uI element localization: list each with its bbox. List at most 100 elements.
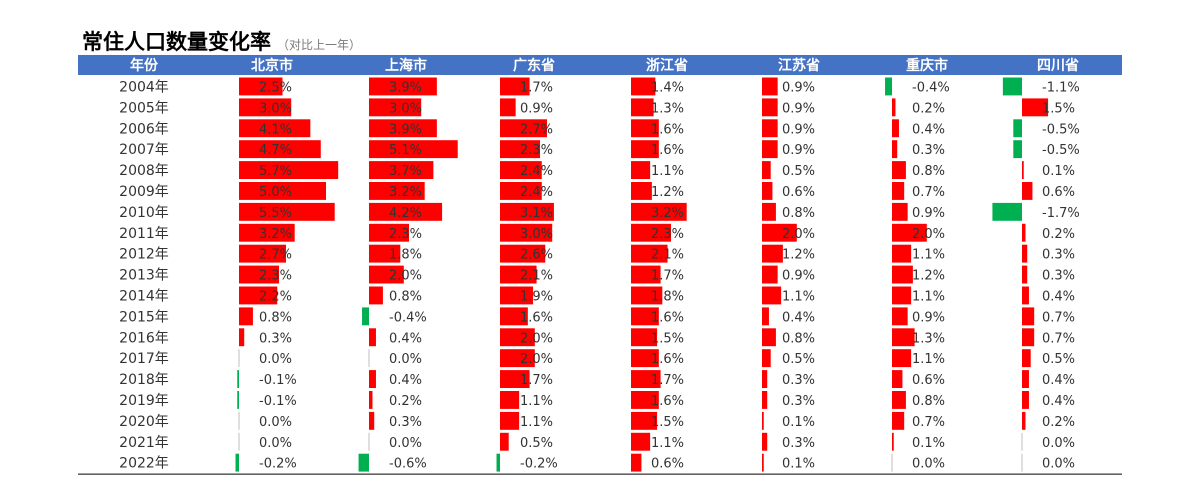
data-bar bbox=[500, 391, 520, 409]
data-label: 0.9% bbox=[782, 143, 815, 158]
data-bar bbox=[239, 182, 326, 200]
data-bar bbox=[237, 391, 239, 409]
data-bar bbox=[892, 202, 908, 221]
data-bar bbox=[892, 119, 899, 138]
data-bar bbox=[239, 98, 292, 117]
data-label: 1.7% bbox=[520, 373, 553, 388]
data-label: 0.8% bbox=[782, 331, 815, 346]
data-bar bbox=[1022, 286, 1029, 305]
data-label: 2.4% bbox=[520, 185, 553, 200]
data-bar bbox=[631, 182, 652, 200]
data-bar bbox=[631, 161, 651, 179]
data-label: 0.1% bbox=[782, 457, 815, 472]
data-bar bbox=[631, 307, 659, 326]
data-label: -1.7% bbox=[1042, 206, 1080, 221]
row-year-label: 2007年 bbox=[119, 142, 169, 158]
data-label: 0.2% bbox=[912, 101, 945, 116]
data-bar bbox=[239, 265, 280, 284]
data-bar bbox=[631, 411, 658, 430]
data-bar bbox=[631, 349, 659, 368]
row-year-label: 2006年 bbox=[119, 121, 169, 137]
chart-title: 常住人口数量变化率 bbox=[82, 29, 271, 54]
data-label: 2.7% bbox=[259, 248, 292, 263]
data-label: 0.9% bbox=[520, 101, 553, 116]
column-header: 北京市 bbox=[251, 57, 293, 74]
row-year-label: 2005年 bbox=[119, 100, 169, 116]
data-bar bbox=[762, 286, 782, 305]
data-label: 0.9% bbox=[912, 206, 945, 221]
data-label: 2.1% bbox=[651, 248, 684, 263]
data-label: 2.1% bbox=[520, 269, 553, 284]
data-label: 0.3% bbox=[912, 143, 945, 158]
data-bar bbox=[762, 140, 778, 159]
data-label: 5.5% bbox=[259, 206, 292, 221]
data-label: 1.4% bbox=[651, 80, 684, 95]
data-bar bbox=[892, 98, 896, 117]
data-label: 1.7% bbox=[520, 80, 553, 95]
data-label: 2.5% bbox=[259, 80, 292, 95]
data-label: 0.3% bbox=[389, 415, 422, 430]
data-label: 2.0% bbox=[912, 227, 945, 242]
data-label: 2.3% bbox=[651, 227, 684, 242]
data-label: 0.2% bbox=[1042, 227, 1075, 242]
data-label: 1.6% bbox=[520, 310, 553, 325]
data-label: 2.0% bbox=[520, 331, 553, 346]
data-label: 0.6% bbox=[782, 185, 815, 200]
data-bar bbox=[762, 411, 764, 430]
data-label: 0.4% bbox=[782, 310, 815, 325]
data-label: 0.5% bbox=[520, 436, 553, 451]
data-bar bbox=[631, 265, 661, 284]
column-header: 江苏省 bbox=[778, 57, 820, 74]
data-bar bbox=[369, 244, 401, 263]
data-bar bbox=[239, 244, 286, 263]
data-label: 1.6% bbox=[651, 352, 684, 367]
column-header: 广东省 bbox=[513, 57, 555, 74]
data-label: 2.2% bbox=[259, 289, 292, 304]
data-bar bbox=[1013, 140, 1022, 159]
row-year-label: 2017年 bbox=[119, 351, 169, 367]
data-label: -0.1% bbox=[259, 394, 297, 409]
data-bar bbox=[369, 328, 376, 347]
data-bar bbox=[892, 223, 927, 242]
data-label: 0.1% bbox=[782, 415, 815, 430]
data-bar bbox=[892, 432, 894, 451]
data-label: 3.9% bbox=[389, 80, 422, 95]
data-bar bbox=[762, 453, 764, 472]
data-label: 0.0% bbox=[1042, 457, 1075, 472]
data-label: 2.0% bbox=[782, 227, 815, 242]
data-bar bbox=[369, 411, 375, 430]
data-label: 1.2% bbox=[782, 248, 815, 263]
data-label: 0.9% bbox=[782, 101, 815, 116]
data-bar bbox=[239, 307, 253, 326]
data-label: 0.3% bbox=[782, 394, 815, 409]
data-label: 0.4% bbox=[1042, 394, 1075, 409]
column-header: 上海市 bbox=[385, 57, 427, 74]
data-bar bbox=[500, 307, 528, 326]
data-label: 1.1% bbox=[912, 289, 945, 304]
data-bar bbox=[892, 182, 905, 200]
data-label: 0.3% bbox=[782, 373, 815, 388]
data-label: 0.4% bbox=[389, 373, 422, 388]
data-label: 1.1% bbox=[651, 164, 684, 179]
data-bar bbox=[631, 119, 659, 138]
data-label: 3.2% bbox=[259, 227, 292, 242]
data-label: 0.7% bbox=[1042, 310, 1075, 325]
data-bar bbox=[762, 77, 778, 96]
header-band bbox=[78, 55, 1122, 75]
data-bar bbox=[1022, 411, 1026, 430]
data-label: 0.0% bbox=[259, 352, 292, 367]
data-label: 0.6% bbox=[912, 373, 945, 388]
data-bar bbox=[762, 391, 768, 409]
data-bar bbox=[1022, 182, 1033, 200]
data-label: 0.3% bbox=[1042, 269, 1075, 284]
data-bar bbox=[892, 391, 906, 409]
data-label: 1.1% bbox=[782, 289, 815, 304]
data-bar bbox=[1022, 265, 1028, 284]
data-bar bbox=[1022, 328, 1035, 347]
chart-subtitle: （对比上一年） bbox=[277, 38, 362, 52]
data-bar bbox=[892, 286, 912, 305]
data-label: 0.0% bbox=[259, 436, 292, 451]
data-label: 1.5% bbox=[651, 415, 684, 430]
data-bar bbox=[500, 411, 520, 430]
data-bar bbox=[631, 432, 651, 451]
